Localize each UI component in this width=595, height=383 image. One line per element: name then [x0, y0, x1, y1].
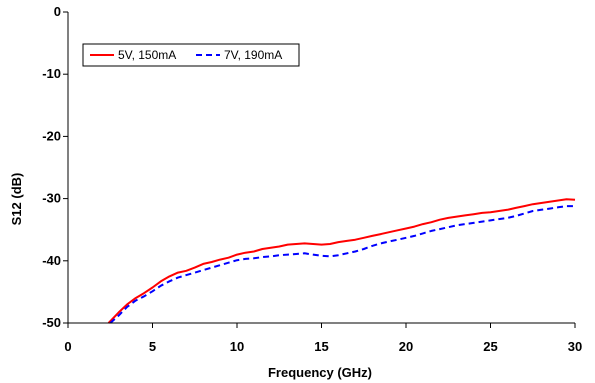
x-tick-label: 30: [568, 339, 582, 354]
legend: 5V, 150mA 7V, 190mA: [82, 43, 300, 67]
x-tick-label: 20: [399, 339, 413, 354]
y-tick-label: -40: [42, 253, 61, 268]
x-axis-title: Frequency (GHz): [268, 365, 372, 380]
y-axis-title: S12 (dB): [9, 173, 24, 226]
y-tick-label: -50: [42, 315, 61, 330]
legend-box: [82, 43, 300, 67]
y-tick-label: -30: [42, 191, 61, 206]
legend-label-7v-190ma: 7V, 190mA: [224, 48, 282, 62]
series-line-5v-150ma: [107, 198, 576, 324]
series-layer: [107, 198, 576, 324]
x-tick-label: 15: [314, 339, 328, 354]
x-tick-label: 0: [64, 339, 71, 354]
y-tick-label: -10: [42, 66, 61, 81]
axes-layer: 0-10-20-30-40-500 5 10 15 20 25 30: [42, 4, 582, 354]
x-tick-label: 25: [483, 339, 497, 354]
x-tick-label: 10: [230, 339, 244, 354]
y-tick-label: 0: [54, 4, 61, 19]
series-line-7v-190ma: [109, 205, 575, 324]
y-tick-label: -20: [42, 128, 61, 143]
x-tick-label: 5: [149, 339, 156, 354]
legend-label-5v-150ma: 5V, 150mA: [118, 48, 176, 62]
